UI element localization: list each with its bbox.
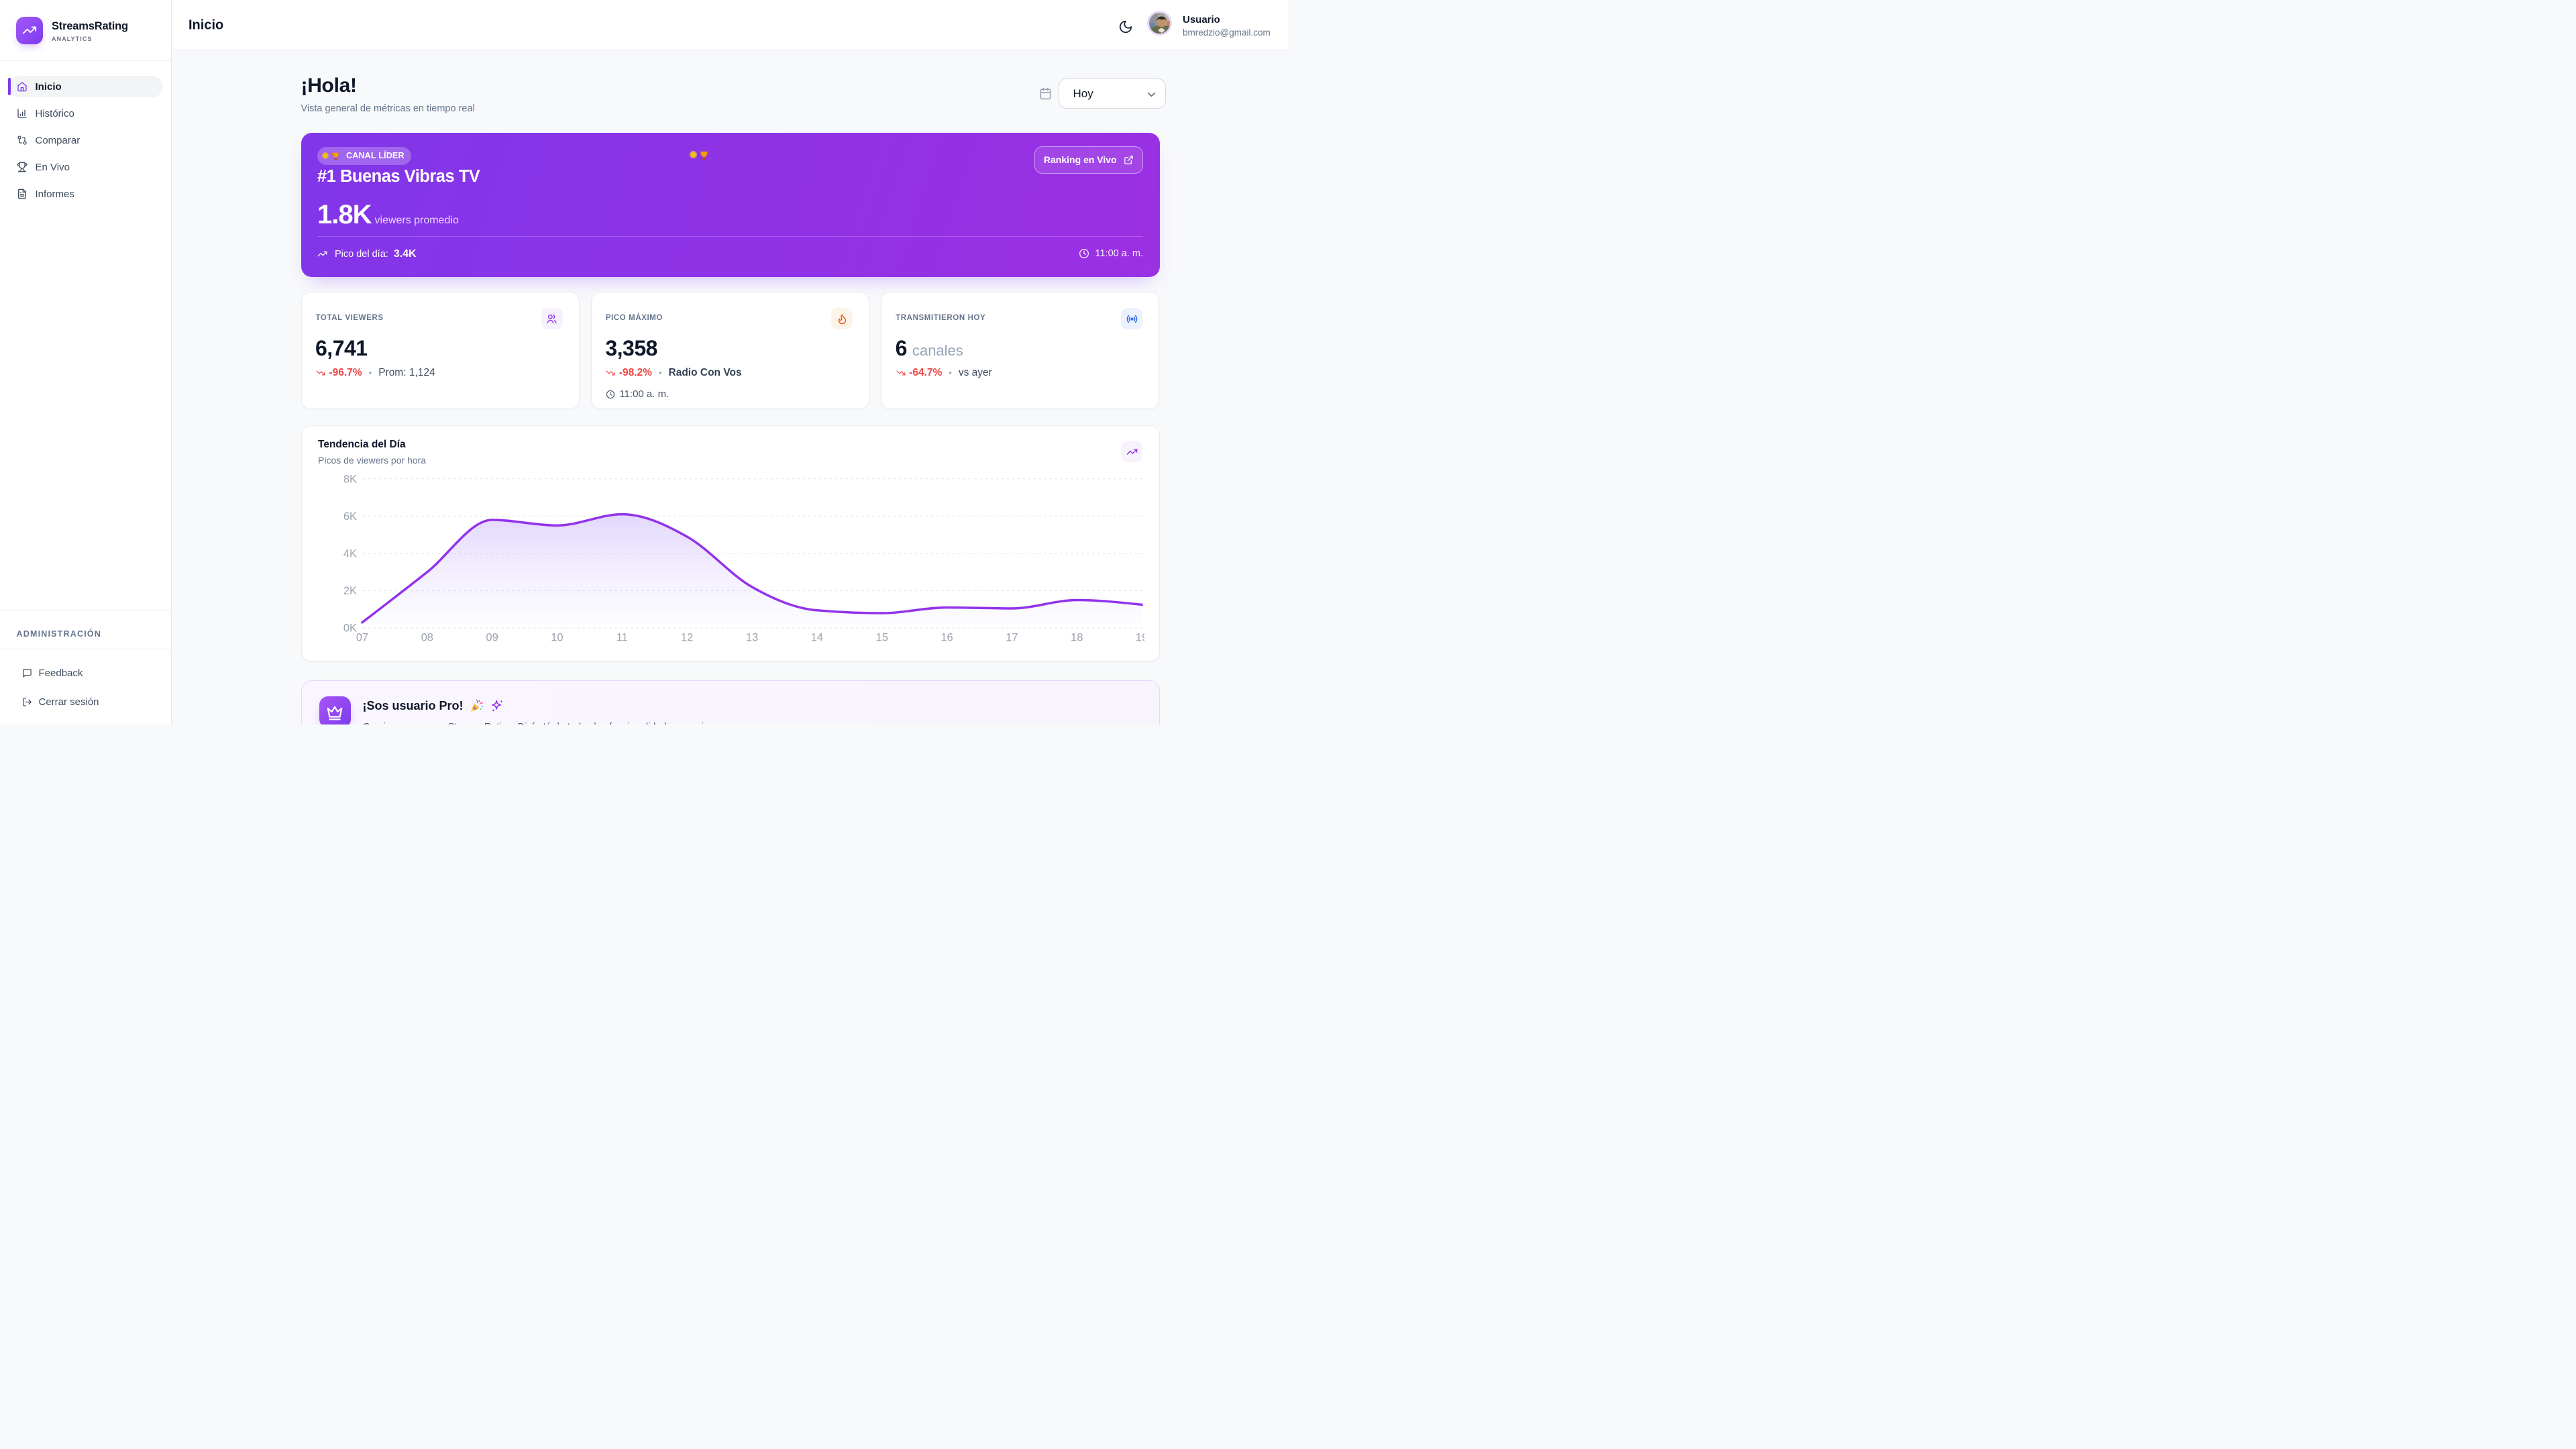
svg-text:6K: 6K <box>343 510 356 522</box>
svg-text:13: 13 <box>745 631 757 643</box>
svg-text:16: 16 <box>941 631 953 643</box>
svg-text:19: 19 <box>1135 631 1144 643</box>
svg-text:12: 12 <box>680 631 692 643</box>
svg-text:14: 14 <box>810 631 822 643</box>
svg-text:10: 10 <box>551 631 563 643</box>
svg-text:8K: 8K <box>343 473 356 485</box>
svg-text:11: 11 <box>616 631 627 643</box>
svg-text:15: 15 <box>875 631 888 643</box>
svg-text:08: 08 <box>421 631 433 643</box>
svg-text:17: 17 <box>1006 631 1018 643</box>
svg-text:2K: 2K <box>343 585 356 597</box>
svg-text:09: 09 <box>486 631 498 643</box>
svg-text:07: 07 <box>356 631 368 643</box>
svg-text:0K: 0K <box>343 622 356 634</box>
svg-text:18: 18 <box>1071 631 1083 643</box>
svg-text:4K: 4K <box>343 547 356 559</box>
